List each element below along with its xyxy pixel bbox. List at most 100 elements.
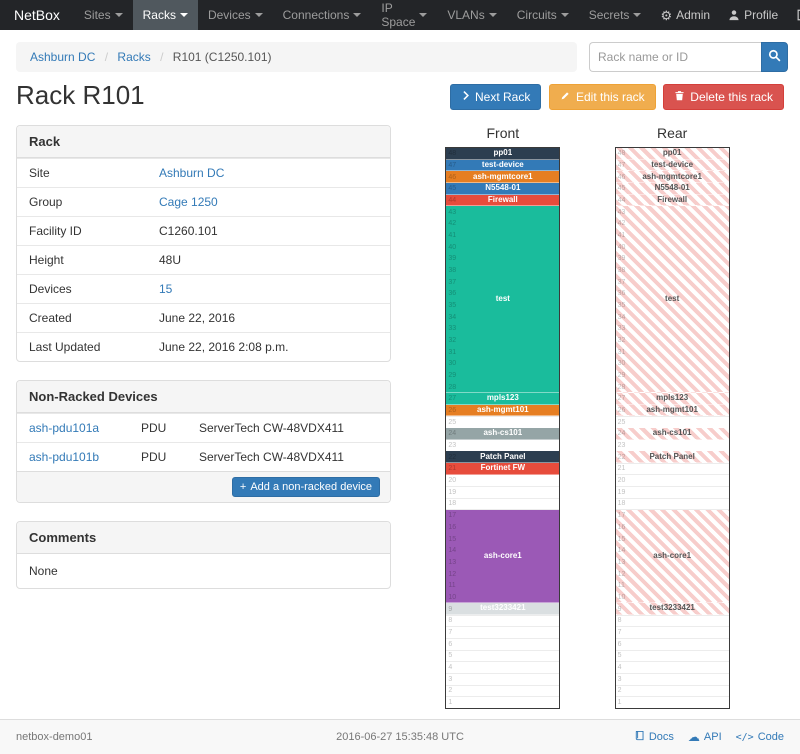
rack-attr-height: Height 48U bbox=[17, 245, 390, 274]
rack-attr-devices: Devices 15 bbox=[17, 274, 390, 303]
rack-unit bbox=[446, 475, 560, 487]
trash-icon bbox=[674, 90, 685, 104]
device-count-link[interactable]: 15 bbox=[159, 282, 173, 296]
top-navbar: NetBox Sites Racks Devices Connections IP Sp… bbox=[0, 0, 800, 30]
rack-device-firewall[interactable]: Firewall bbox=[446, 194, 560, 207]
rack-unit bbox=[615, 405, 729, 417]
log-out-icon bbox=[796, 9, 800, 21]
rack-unit bbox=[615, 662, 729, 674]
rack-attr-last-updated: Last Updated June 22, 2016 2:08 p.m. bbox=[17, 332, 390, 361]
rack-unit bbox=[446, 639, 560, 651]
rack-unit bbox=[615, 452, 729, 464]
rack-unit bbox=[615, 464, 729, 476]
caret-down-icon bbox=[353, 13, 362, 17]
rack-unit bbox=[446, 651, 560, 663]
nav-item-log-out[interactable]: Log out bbox=[787, 0, 800, 30]
rack-device-ash-cs101[interactable]: ash-cs101 bbox=[615, 428, 729, 440]
rack-device-mpls123[interactable]: mpls123 bbox=[446, 393, 560, 405]
rack-device-mpls123[interactable]: mpls123 bbox=[615, 393, 729, 405]
caret-down-icon bbox=[560, 13, 569, 17]
footer-timestamp: 2016-06-27 15:35:48 UTC bbox=[336, 731, 464, 743]
breadcrumb-current: R101 (C1250.101) bbox=[172, 50, 272, 64]
nav-item-devices[interactable]: Devices bbox=[198, 0, 273, 30]
rack-device-pp01[interactable]: pp01 bbox=[615, 148, 729, 160]
rack-device-ash-mgmtcore1[interactable]: ash-mgmtcore1 bbox=[615, 171, 729, 183]
rack-search-input[interactable] bbox=[589, 42, 761, 72]
non-racked-panel-title: Non-Racked Devices bbox=[17, 381, 390, 413]
rack-device-fortinet-fw[interactable]: Fortinet FW bbox=[446, 463, 560, 475]
delete-rack-button[interactable]: Delete this rack bbox=[663, 84, 784, 110]
rear-title: Rear bbox=[656, 125, 688, 141]
rack-panel: Rack Site Ashburn DC Group Cage 1250 Fac… bbox=[16, 125, 391, 362]
edit-rack-button[interactable]: Edit this rack bbox=[548, 84, 656, 110]
breadcrumb-racks-link[interactable]: Racks bbox=[117, 50, 151, 64]
rack-device-pp01[interactable]: pp01 bbox=[446, 148, 560, 160]
group-link[interactable]: Cage 1250 bbox=[159, 195, 218, 209]
rack-device-test-device[interactable]: test-device bbox=[615, 159, 729, 172]
rack-unit bbox=[446, 405, 560, 417]
nav-item-circuits[interactable]: Circuits bbox=[507, 0, 579, 30]
rack-device-test-device[interactable]: test-device bbox=[446, 159, 560, 172]
user-nav: ⚙ Admin Profile Log out bbox=[651, 0, 800, 30]
rack-unit bbox=[446, 487, 560, 499]
add-non-racked-device-button[interactable]: + Add a non-racked device bbox=[231, 477, 380, 497]
nav-item-sites[interactable]: Sites bbox=[74, 0, 133, 30]
caret-down-icon bbox=[254, 13, 263, 17]
rack-device-n5548-01[interactable]: N5548-01 bbox=[446, 183, 560, 195]
rack-unit bbox=[446, 662, 560, 674]
rack-device-test3233421[interactable]: test3233421 bbox=[615, 603, 729, 615]
comments-panel: Comments None bbox=[16, 521, 391, 589]
rack-device-ash-core1[interactable]: ash-core1 bbox=[615, 509, 729, 603]
nav-item-ip-space[interactable]: IP Space bbox=[371, 0, 437, 30]
rack-device-patch-panel[interactable]: Patch Panel bbox=[615, 451, 729, 463]
rack-device-ash-cs101[interactable]: ash-cs101 bbox=[446, 428, 560, 440]
rack-device-firewall[interactable]: Firewall bbox=[615, 194, 729, 207]
site-link[interactable]: Ashburn DC bbox=[159, 166, 225, 180]
comments-body: None bbox=[29, 564, 58, 578]
search-button[interactable] bbox=[761, 42, 788, 72]
nav-item-vlans[interactable]: VLANs bbox=[437, 0, 506, 30]
page-footer: netbox-demo01 2016-06-27 15:35:48 UTC Do… bbox=[0, 719, 800, 754]
rack-device-patch-panel[interactable]: Patch Panel bbox=[446, 451, 560, 463]
rack-device-test[interactable]: test bbox=[615, 206, 729, 393]
device-link[interactable]: ash-pdu101a bbox=[29, 421, 100, 435]
rack-unit bbox=[615, 487, 729, 499]
rack-rear: pp01 test-device ash-mgmtcore1 N5548-01 Fire… bbox=[614, 147, 730, 709]
rack-device-ash-mgmt101[interactable]: ash-mgmt101 bbox=[615, 404, 729, 417]
gear-icon: ⚙ bbox=[660, 7, 673, 23]
device-link[interactable]: ash-pdu101b bbox=[29, 450, 100, 464]
non-racked-row: ash-pdu101a PDU ServerTech CW-48VDX411 bbox=[17, 413, 390, 442]
plus-icon: + bbox=[239, 481, 247, 493]
rack-unit bbox=[615, 475, 729, 487]
docs-link[interactable]: Docs bbox=[634, 730, 674, 744]
brand-link[interactable]: NetBox bbox=[14, 7, 60, 23]
nav-item-secrets[interactable]: Secrets bbox=[579, 0, 652, 30]
code-link[interactable]: </> Code bbox=[735, 731, 784, 743]
cloud-icon: ☁ bbox=[687, 730, 700, 744]
rack-device-ash-mgmt101[interactable]: ash-mgmt101 bbox=[446, 404, 560, 417]
rack-front: pp01 test-device ash-mgmtcore1 N5548-01 Fire… bbox=[445, 147, 561, 709]
rack-device-test3233421[interactable]: test3233421 bbox=[446, 603, 560, 615]
api-link[interactable]: ☁ API bbox=[687, 730, 722, 744]
nav-item-admin[interactable]: ⚙ Admin bbox=[660, 7, 711, 23]
rack-search bbox=[589, 42, 788, 72]
rack-device-test[interactable]: test bbox=[446, 206, 560, 393]
rack-unit bbox=[446, 604, 560, 616]
user-icon bbox=[728, 9, 740, 21]
caret-down-icon bbox=[633, 13, 642, 17]
nav-item-profile[interactable]: Profile bbox=[719, 0, 787, 30]
rack-elevations: Front pp01 test-device ash-mgmtcore1 N5548-… bbox=[391, 125, 784, 709]
nav-item-racks[interactable]: Racks bbox=[132, 0, 198, 30]
next-rack-button[interactable]: Next Rack bbox=[449, 84, 542, 110]
rack-device-ash-core1[interactable]: ash-core1 bbox=[446, 509, 560, 603]
rack-device-ash-mgmtcore1[interactable]: ash-mgmtcore1 bbox=[446, 171, 560, 183]
breadcrumb: Ashburn DC / Racks / R101 (C1250.101) bbox=[16, 42, 577, 72]
code-icon: </> bbox=[735, 731, 754, 743]
rack-device-n5548-01[interactable]: N5548-01 bbox=[615, 183, 729, 195]
nav-item-connections[interactable]: Connections bbox=[273, 0, 372, 30]
rack-actions: Next Rack Edit this rack Delete this rac… bbox=[446, 84, 784, 110]
rack-unit bbox=[615, 627, 729, 639]
primary-nav: Sites Racks Devices Connections IP Space VLAN… bbox=[74, 0, 652, 30]
rack-unit bbox=[446, 464, 560, 476]
breadcrumb-site-link[interactable]: Ashburn DC bbox=[30, 50, 96, 64]
